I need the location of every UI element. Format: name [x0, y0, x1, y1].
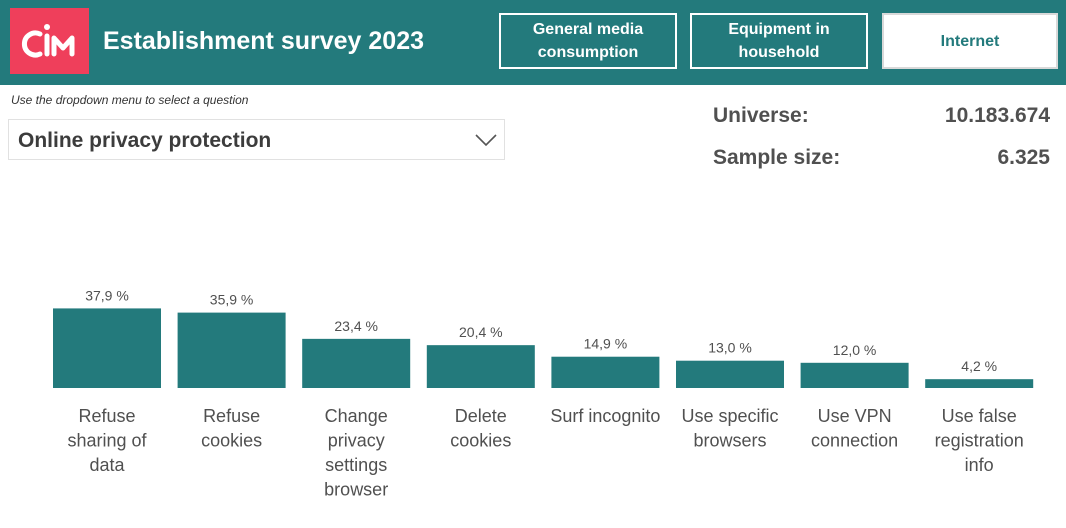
category-label-2: Change privacy settings browser — [324, 406, 388, 500]
category-label-5-line-0: Use specific — [681, 406, 778, 426]
category-label-1-line-1: cookies — [201, 431, 262, 451]
category-label-5-line-1: browsers — [693, 431, 766, 451]
bar-1[interactable] — [177, 312, 286, 388]
universe-value: 10.183.674 — [944, 104, 1050, 127]
bar-6[interactable] — [800, 362, 909, 388]
category-label-3-line-0: Delete — [455, 406, 507, 426]
category-label-6: Use VPN connection — [811, 406, 898, 451]
data-label-1: 35,9 % — [210, 292, 254, 308]
question-dropdown[interactable]: Online privacy protection — [8, 119, 505, 160]
nav-button-equipment-line-1: Equipment in — [728, 21, 830, 38]
data-label-7: 4,2 % — [961, 358, 997, 374]
universe-label: Universe: — [713, 104, 809, 127]
category-label-6-line-1: connection — [811, 431, 898, 451]
nav-button-general-media-line-1: General media — [532, 21, 644, 38]
data-label-6: 12,0 % — [833, 342, 877, 358]
bar-2[interactable] — [302, 338, 411, 388]
bar-4[interactable] — [551, 356, 660, 388]
cim-logo-mark — [21, 24, 75, 58]
category-label-3: Delete cookies — [450, 406, 511, 451]
category-label-7: Use false registration info — [935, 406, 1024, 475]
chevron-down-icon — [475, 134, 497, 147]
category-label-4: Surf incognito — [550, 406, 660, 426]
nav-button-general-media-line-2: consumption — [537, 44, 639, 61]
nav-button-equipment[interactable]: Equipment in household — [690, 13, 868, 69]
data-label-5: 13,0 % — [708, 340, 752, 356]
category-label-0: Refuse sharing of data — [67, 406, 147, 475]
sample-size-label: Sample size: — [713, 146, 841, 169]
category-label-2-line-2: settings — [325, 455, 387, 475]
category-label-4-line-0: Surf incognito — [550, 406, 660, 426]
nav-button-internet-label: Internet — [940, 32, 1000, 50]
category-label-7-line-0: Use false — [942, 406, 1017, 426]
sample-size-value: 6.325 — [997, 146, 1050, 169]
category-label-0-line-0: Refuse — [78, 406, 135, 426]
category-label-6-line-0: Use VPN — [818, 406, 892, 426]
cim-logo — [10, 8, 89, 74]
bar-3[interactable] — [426, 345, 535, 388]
data-label-0: 37,9 % — [85, 287, 129, 303]
category-label-5: Use specific browsers — [681, 406, 778, 451]
data-label-4: 14,9 % — [584, 336, 628, 352]
header-bar: Establishment survey 2023 General media … — [0, 0, 1066, 85]
bar-7[interactable] — [925, 379, 1034, 388]
data-label-3: 20,4 % — [459, 324, 503, 340]
category-label-2-line-1: privacy — [328, 431, 385, 451]
category-label-2-line-3: browser — [324, 480, 388, 500]
page-title: Establishment survey 2023 — [103, 27, 424, 55]
category-label-1: Refuse cookies — [201, 406, 262, 451]
category-label-7-line-2: info — [965, 455, 994, 475]
category-label-1-line-0: Refuse — [203, 406, 260, 426]
nav-button-internet[interactable]: Internet — [882, 13, 1058, 69]
question-dropdown-value: Online privacy protection — [18, 129, 272, 152]
category-label-0-line-2: data — [89, 455, 125, 475]
nav-button-equipment-line-2: household — [738, 44, 820, 61]
bar-5[interactable] — [676, 360, 784, 388]
nav-button-general-media[interactable]: General media consumption — [499, 13, 677, 69]
bar-0[interactable] — [53, 308, 161, 388]
data-label-2: 23,4 % — [334, 318, 378, 334]
category-label-2-line-0: Change — [325, 406, 388, 426]
category-label-3-line-1: cookies — [450, 431, 511, 451]
category-label-0-line-1: sharing of — [67, 431, 147, 451]
category-label-7-line-1: registration — [935, 431, 1024, 451]
dropdown-hint: Use the dropdown menu to select a questi… — [11, 93, 249, 107]
